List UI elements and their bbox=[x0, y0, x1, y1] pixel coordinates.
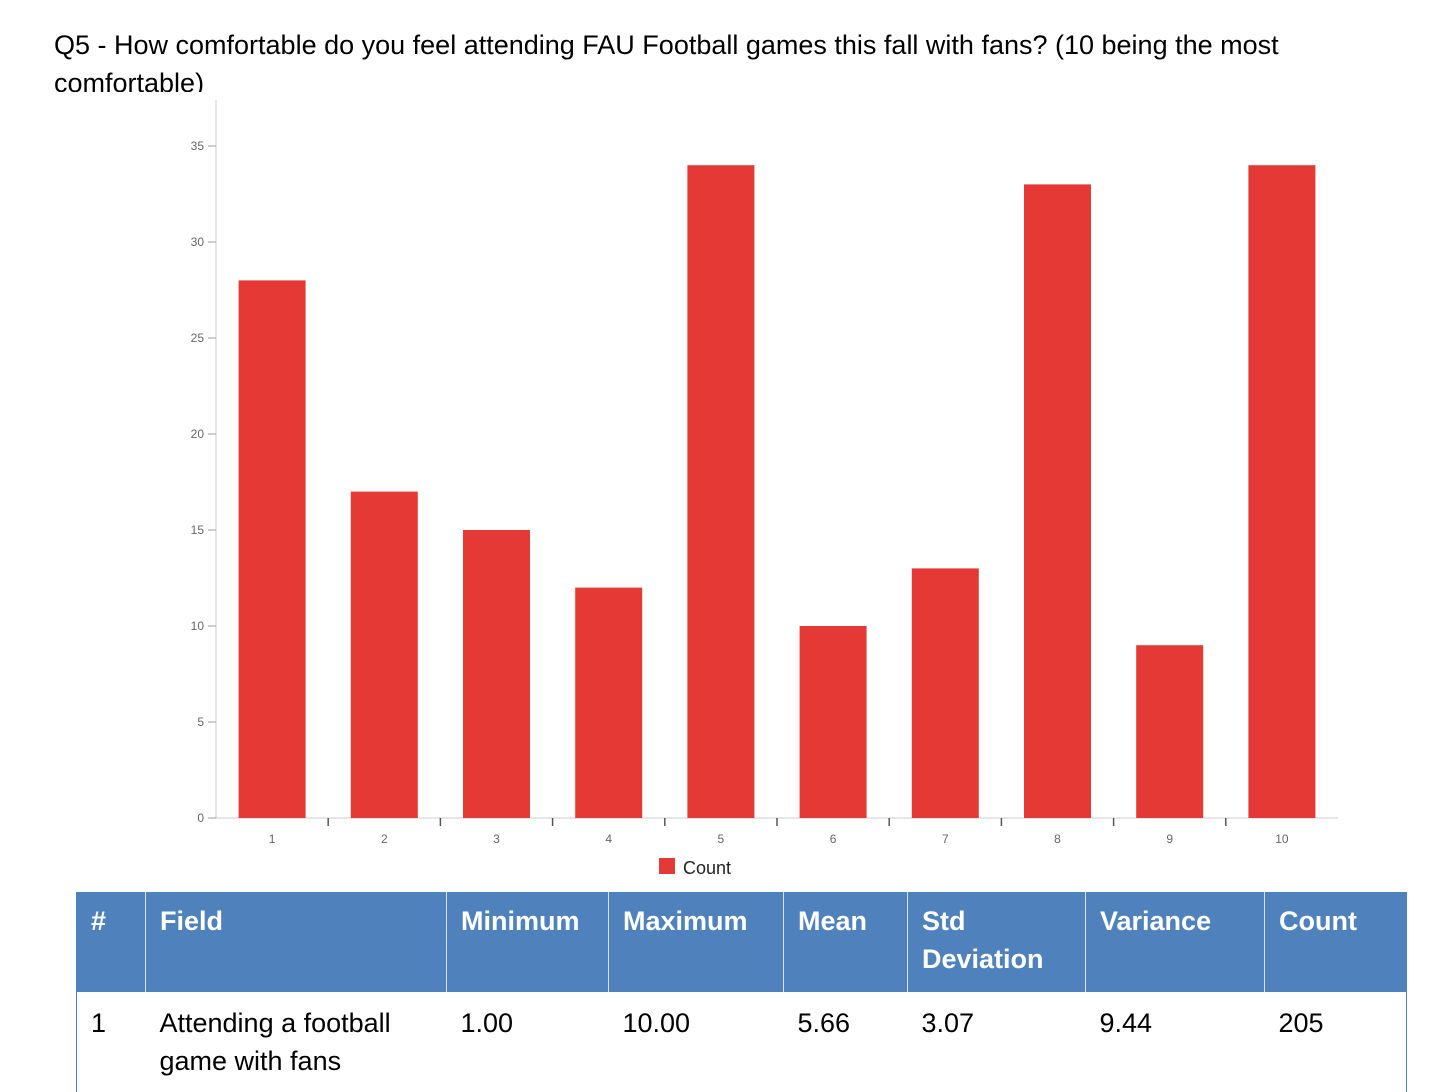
bar bbox=[463, 530, 530, 818]
cell-count: 205 bbox=[1264, 992, 1407, 1092]
table-row: 1 Attending a football game with fans 1.… bbox=[76, 992, 1407, 1092]
y-tick-label: 30 bbox=[191, 235, 205, 249]
cell-mean: 5.66 bbox=[797, 1008, 851, 1038]
cell-maximum: 10.00 bbox=[622, 1008, 691, 1038]
legend-label: Count bbox=[683, 858, 731, 878]
x-tick-label: 2 bbox=[381, 832, 388, 846]
cell-field: Attending a football game with fans bbox=[159, 1008, 391, 1076]
bar bbox=[1136, 645, 1204, 818]
x-tick-label: 8 bbox=[1054, 832, 1061, 846]
question-title: Q5 - How comfortable do you feel attendi… bbox=[54, 30, 1279, 92]
bar bbox=[1248, 165, 1316, 818]
table-header-row: # Field Minimum Maximum Mean Std Deviati… bbox=[76, 892, 1407, 992]
header-variance: Variance bbox=[1085, 892, 1265, 992]
x-tick-label: 10 bbox=[1275, 832, 1289, 846]
cell-variance: 9.44 bbox=[1099, 1008, 1153, 1038]
cell-std-deviation: 3.07 bbox=[921, 1008, 975, 1038]
bar bbox=[911, 568, 979, 818]
y-tick-label: 10 bbox=[191, 619, 205, 633]
bar bbox=[238, 280, 306, 818]
y-tick-label: 5 bbox=[197, 715, 204, 729]
x-tick-label: 3 bbox=[493, 832, 500, 846]
cell-number: 1 bbox=[76, 992, 146, 1092]
statistics-table: # Field Minimum Maximum Mean Std Deviati… bbox=[76, 892, 1407, 1092]
x-tick-label: 1 bbox=[269, 832, 276, 846]
bar bbox=[575, 587, 643, 818]
y-tick-label: 25 bbox=[191, 331, 205, 345]
bar bbox=[350, 491, 418, 818]
y-tick-label: 35 bbox=[191, 139, 205, 153]
header-field: Field bbox=[145, 892, 447, 992]
header-std-deviation: Std Deviation bbox=[907, 892, 1086, 992]
bar-chart: 0 5 10 15 20 25 30 35 1 2 3 4 5 6 7 8 9 10 Count bbox=[191, 100, 1338, 878]
x-tick-label: 9 bbox=[1166, 832, 1173, 846]
y-tick-label: 0 bbox=[197, 811, 204, 825]
bar bbox=[1024, 184, 1091, 818]
header-minimum: Minimum bbox=[446, 892, 609, 992]
x-tick-label: 6 bbox=[830, 832, 837, 846]
y-tick-label: 15 bbox=[191, 523, 205, 537]
bar bbox=[687, 165, 755, 818]
header-count: Count bbox=[1264, 892, 1407, 992]
header-mean: Mean bbox=[783, 892, 908, 992]
header-maximum: Maximum bbox=[608, 892, 784, 992]
bar-chart-svg: 0 5 10 15 20 25 30 35 1 2 3 4 5 6 7 8 9 10 Count bbox=[191, 100, 1338, 878]
x-tick-label: 7 bbox=[942, 832, 949, 846]
legend-swatch bbox=[659, 858, 675, 874]
header-number: # bbox=[76, 892, 146, 992]
x-tick-label: 5 bbox=[718, 832, 725, 846]
bar bbox=[799, 626, 867, 818]
cell-minimum: 1.00 bbox=[460, 1008, 514, 1038]
x-tick-label: 4 bbox=[605, 832, 612, 846]
y-tick-label: 20 bbox=[191, 427, 205, 441]
